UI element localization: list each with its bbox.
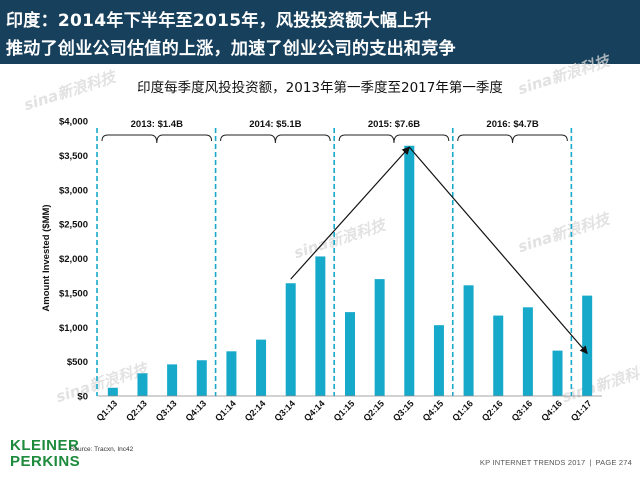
logo-line1: KLEINER bbox=[10, 437, 80, 454]
y-tick-label: $3,500 bbox=[59, 151, 88, 162]
x-tick-label: Q2:16 bbox=[480, 398, 505, 423]
y-tick-label: $2,000 bbox=[59, 254, 88, 265]
kleiner-perkins-logo: KLEINER PERKINS bbox=[10, 438, 80, 470]
bar-q1-14 bbox=[226, 351, 237, 396]
bar-q3-13 bbox=[167, 364, 178, 396]
x-tick-label: Q2:15 bbox=[361, 398, 386, 423]
bar-q3-15 bbox=[404, 145, 415, 396]
period-bracket bbox=[338, 134, 450, 144]
y-tick-label: $4,000 bbox=[59, 117, 88, 128]
period-bracket bbox=[220, 134, 331, 144]
source-note: Source: Tracxn, Inc42 bbox=[70, 446, 134, 453]
footer-title: KP INTERNET TRENDS 2017 bbox=[479, 458, 586, 467]
x-tick-label: Q4:15 bbox=[421, 398, 446, 423]
period-label: 2013: $1.4B bbox=[131, 119, 183, 130]
bar-q2-16 bbox=[493, 315, 504, 396]
y-tick-label: $1,000 bbox=[59, 323, 88, 334]
y-tick-label: $3,000 bbox=[59, 185, 88, 196]
slide-subtitle: 推动了创业公司估值的上涨，加速了创业公司的支出和竞争 bbox=[6, 39, 456, 59]
bar-q4-13 bbox=[196, 360, 207, 396]
x-tick-label: Q3:15 bbox=[391, 398, 416, 423]
x-tick-label: Q1:13 bbox=[94, 398, 119, 423]
period-label: 2015: $7.6B bbox=[368, 119, 420, 130]
y-tick-label: $0 bbox=[77, 392, 88, 403]
bar-q3-14 bbox=[285, 283, 296, 396]
trend-arrow bbox=[290, 146, 410, 280]
chart-title: 印度每季度风投投资额，2013年第一季度至2017年第一季度 bbox=[137, 80, 503, 96]
x-tick-label: Q4:16 bbox=[539, 398, 564, 423]
bar-q1-16 bbox=[463, 285, 474, 396]
footer-separator: | bbox=[589, 458, 592, 467]
period-bracket bbox=[457, 134, 568, 144]
bar-q2-15 bbox=[374, 279, 385, 396]
page-number: PAGE 274 bbox=[595, 458, 632, 467]
x-tick-label: Q1:17 bbox=[569, 398, 594, 423]
x-tick-label: Q2:13 bbox=[124, 398, 149, 423]
period-bracket bbox=[101, 134, 213, 144]
period-label: 2016: $4.7B bbox=[486, 119, 538, 130]
bar-q2-14 bbox=[256, 339, 267, 396]
trend-arrow bbox=[408, 146, 588, 355]
y-tick-label: $500 bbox=[67, 357, 88, 368]
slide-title: 印度：2014年下半年至2015年，风投投资额大幅上升 bbox=[6, 11, 432, 31]
y-tick-label: $1,500 bbox=[59, 288, 88, 299]
bar-q4-15 bbox=[433, 325, 444, 396]
bar-q2-13 bbox=[137, 373, 148, 396]
header-bar: 印度：2014年下半年至2015年，风投投资额大幅上升 推动了创业公司估值的上涨… bbox=[0, 0, 640, 64]
x-tick-label: Q1:15 bbox=[332, 398, 357, 423]
x-tick-label: Q3:16 bbox=[510, 398, 535, 423]
bar-q4-14 bbox=[315, 256, 326, 396]
x-tick-label: Q1:14 bbox=[213, 398, 238, 423]
footer: KP INTERNET TRENDS 2017 | PAGE 274 bbox=[480, 458, 632, 467]
bar-q4-16 bbox=[552, 350, 563, 396]
period-label: 2014: $5.1B bbox=[249, 119, 301, 130]
bar-q1-17 bbox=[582, 295, 593, 396]
y-tick-label: $2,500 bbox=[59, 220, 88, 231]
logo-line2: PERKINS bbox=[10, 453, 81, 470]
x-tick-label: Q1:16 bbox=[450, 398, 475, 423]
y-axis-label: Amount Invested ($MM) bbox=[41, 204, 52, 311]
x-tick-label: Q4:13 bbox=[183, 398, 208, 423]
x-tick-label: Q2:14 bbox=[243, 398, 268, 423]
x-tick-label: Q3:13 bbox=[154, 398, 179, 423]
bar-q1-15 bbox=[345, 312, 355, 396]
x-tick-label: Q3:14 bbox=[272, 398, 297, 423]
bar-q3-16 bbox=[522, 307, 533, 396]
x-tick-label: Q4:14 bbox=[302, 398, 327, 423]
bar-q1-13 bbox=[107, 387, 118, 396]
